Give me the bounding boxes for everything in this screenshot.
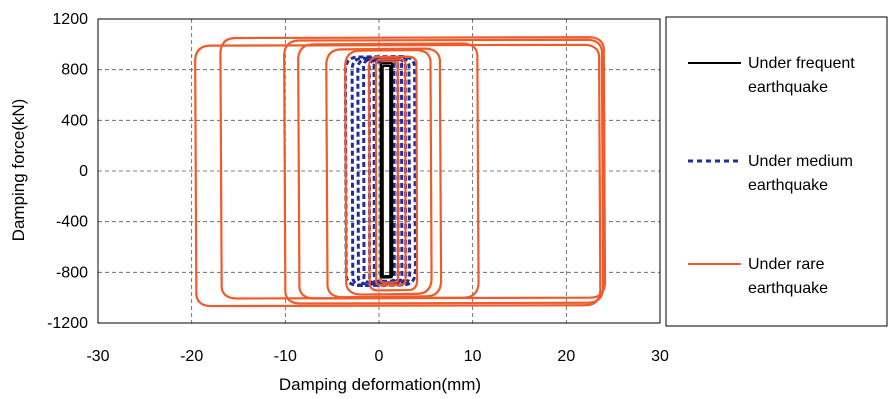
legend: Under frequent earthquake Under medium e…: [665, 16, 888, 327]
series-rare: [194, 36, 607, 308]
x-tick-label: -10: [274, 348, 297, 365]
y-tick-label: -1200: [47, 315, 88, 332]
y-tick-label: 800: [61, 62, 88, 79]
legend-box: [665, 16, 888, 327]
legend-label-medium-line1: Under medium: [748, 153, 853, 170]
legend-item-frequent: Under frequent earthquake: [688, 55, 855, 96]
hysteresis-loop: [374, 58, 407, 287]
hysteresis-loop: [381, 64, 392, 278]
legend-label-rare-line2: earthquake: [748, 280, 828, 297]
legend-label-frequent-line1: Under frequent: [748, 55, 855, 72]
x-tick-label: -20: [180, 348, 203, 365]
hysteresis-loop: [372, 60, 396, 283]
grid-lines: [98, 19, 660, 323]
x-tick-label: 30: [651, 348, 669, 365]
tick-labels: -30 -20 -10 0 10 20 30 -1200 -800 -400 0 400 800 1200: [47, 11, 669, 365]
legend-label-medium-line2: earthquake: [748, 177, 828, 194]
hysteresis-loop: [283, 38, 605, 305]
hysteresis-loop: [219, 36, 607, 300]
y-tick-label: 400: [61, 112, 88, 129]
x-axis-title: Damping deformation(mm): [279, 375, 481, 394]
hysteresis-loop: [297, 42, 480, 300]
legend-item-rare: Under rare earthquake: [688, 256, 828, 297]
data-series: [194, 36, 607, 308]
x-tick-label: 0: [375, 348, 384, 365]
y-tick-label: 0: [79, 163, 88, 180]
x-tick-label: 20: [557, 348, 575, 365]
y-tick-label: 1200: [52, 11, 88, 28]
hysteresis-loop: [325, 47, 443, 299]
x-tick-label: -30: [86, 348, 109, 365]
y-tick-label: -800: [56, 264, 88, 281]
legend-item-medium: Under medium earthquake: [688, 153, 853, 194]
y-axis-title: Damping force(kN): [9, 99, 28, 242]
series-frequent: [379, 62, 394, 279]
y-tick-label: -400: [56, 214, 88, 231]
hysteresis-loop: [379, 62, 394, 279]
legend-label-frequent-line2: earthquake: [748, 79, 828, 96]
hysteresis-loop: [344, 48, 433, 296]
hysteresis-loop: [367, 55, 419, 292]
plot-area-frame: [97, 18, 661, 324]
hysteresis-loop: [356, 57, 408, 286]
hysteresis-loop: [194, 43, 602, 308]
legend-label-rare-line1: Under rare: [748, 256, 825, 273]
x-tick-label: 10: [464, 348, 482, 365]
